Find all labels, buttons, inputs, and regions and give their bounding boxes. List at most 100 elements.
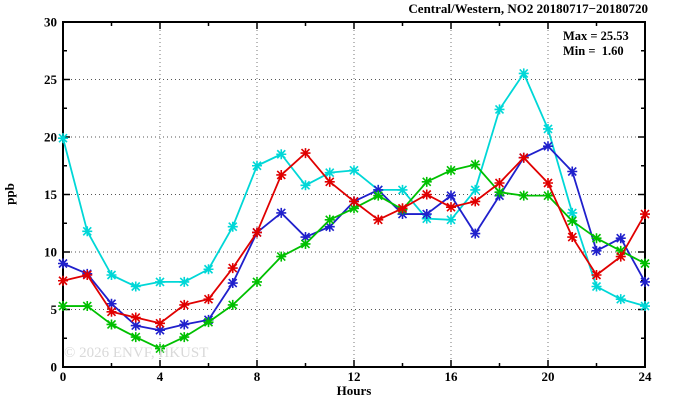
data-point-marker xyxy=(591,245,602,256)
data-point-marker xyxy=(58,133,68,144)
data-point-marker xyxy=(421,189,432,200)
data-point-marker xyxy=(58,301,68,312)
data-point-marker xyxy=(300,180,311,191)
data-point-marker xyxy=(276,149,287,160)
data-point-marker xyxy=(349,196,359,207)
data-point-marker xyxy=(446,165,456,176)
data-point-marker xyxy=(470,196,481,207)
data-point-marker xyxy=(252,160,262,171)
data-point-marker xyxy=(227,299,238,310)
data-point-marker xyxy=(421,176,432,187)
series-line-cyan-line xyxy=(62,72,646,307)
y-axis-label: ppb xyxy=(2,183,17,205)
data-point-marker xyxy=(591,233,602,244)
data-point-marker xyxy=(82,301,93,312)
data-point-marker xyxy=(567,166,578,177)
x-tick-label: 8 xyxy=(254,369,261,384)
data-point-marker xyxy=(543,141,553,152)
data-point-marker xyxy=(494,178,505,188)
data-point-marker xyxy=(324,167,335,178)
y-tick-label: 30 xyxy=(44,15,57,30)
data-point-marker xyxy=(518,190,529,201)
y-tick-label: 15 xyxy=(44,187,58,202)
data-point-marker xyxy=(543,178,553,188)
data-point-marker xyxy=(640,258,650,269)
data-point-marker xyxy=(179,276,190,287)
data-point-marker xyxy=(615,233,626,244)
y-tick-label: 0 xyxy=(51,360,58,375)
data-point-marker xyxy=(276,207,287,218)
data-point-marker xyxy=(227,221,238,232)
data-point-marker xyxy=(518,68,529,79)
data-point-marker xyxy=(640,276,650,287)
data-point-marker xyxy=(300,238,311,249)
data-point-marker xyxy=(446,214,456,225)
data-point-marker xyxy=(227,263,238,274)
data-point-marker xyxy=(252,227,262,238)
x-tick-label: 4 xyxy=(157,369,164,384)
series-markers-green-line xyxy=(58,159,650,354)
data-point-marker xyxy=(640,301,650,312)
data-point-marker xyxy=(130,320,141,331)
x-tick-label: 20 xyxy=(542,369,555,384)
x-tick-label: 0 xyxy=(60,369,67,384)
data-point-marker xyxy=(58,258,68,269)
data-point-marker xyxy=(203,294,214,305)
data-point-marker xyxy=(615,251,626,262)
data-point-marker xyxy=(179,299,190,310)
data-point-marker xyxy=(494,187,505,198)
data-point-marker xyxy=(615,245,626,256)
data-point-marker xyxy=(373,214,384,225)
data-point-marker xyxy=(446,202,456,213)
data-point-marker xyxy=(397,184,408,195)
data-point-marker xyxy=(130,332,141,343)
data-point-marker xyxy=(518,152,529,163)
data-point-marker xyxy=(106,270,117,280)
data-point-marker xyxy=(227,278,238,289)
data-point-marker xyxy=(203,264,214,275)
data-point-marker xyxy=(349,165,359,176)
data-point-marker xyxy=(155,318,165,329)
x-tick-label: 16 xyxy=(445,369,459,384)
data-point-marker xyxy=(276,169,287,180)
data-point-marker xyxy=(567,232,578,243)
data-point-marker xyxy=(567,215,578,226)
data-point-marker xyxy=(543,123,553,134)
data-point-marker xyxy=(397,203,408,214)
data-point-marker xyxy=(203,317,214,328)
x-axis-label: Hours xyxy=(337,383,372,398)
data-point-marker xyxy=(130,281,141,292)
y-tick-label: 10 xyxy=(44,245,57,260)
min-value-label: Min = 1.60 xyxy=(563,44,624,58)
data-point-marker xyxy=(276,251,287,262)
chart-title: Central/Western, NO2 20180717−20180720 xyxy=(408,1,648,16)
y-tick-label: 20 xyxy=(44,130,57,145)
data-point-marker xyxy=(252,276,262,287)
data-point-marker xyxy=(155,343,165,354)
data-point-marker xyxy=(106,306,117,317)
data-point-marker xyxy=(179,319,190,330)
watermark: © 2026 ENVF, HKUST xyxy=(64,345,208,361)
data-point-marker xyxy=(300,148,311,159)
data-point-marker xyxy=(130,312,141,323)
data-point-marker xyxy=(591,281,602,292)
data-point-marker xyxy=(324,176,335,187)
data-point-marker xyxy=(591,270,602,280)
plot-area: 0 4 8 12 16 20 24 0 5 10 15 20 25 30 xyxy=(44,15,652,385)
data-point-marker xyxy=(640,209,650,220)
max-value-label: Max = 25.53 xyxy=(563,29,629,43)
data-point-marker xyxy=(373,190,384,201)
data-point-marker xyxy=(373,184,384,195)
data-point-marker xyxy=(179,332,190,343)
data-point-marker xyxy=(615,294,626,305)
y-tick-label: 25 xyxy=(44,72,58,87)
data-point-marker xyxy=(470,228,481,239)
x-tick-label: 12 xyxy=(348,369,361,384)
data-point-marker xyxy=(82,270,93,280)
data-point-marker xyxy=(155,276,165,287)
data-point-marker xyxy=(82,226,93,237)
data-point-marker xyxy=(470,184,481,195)
data-point-marker xyxy=(324,214,335,225)
